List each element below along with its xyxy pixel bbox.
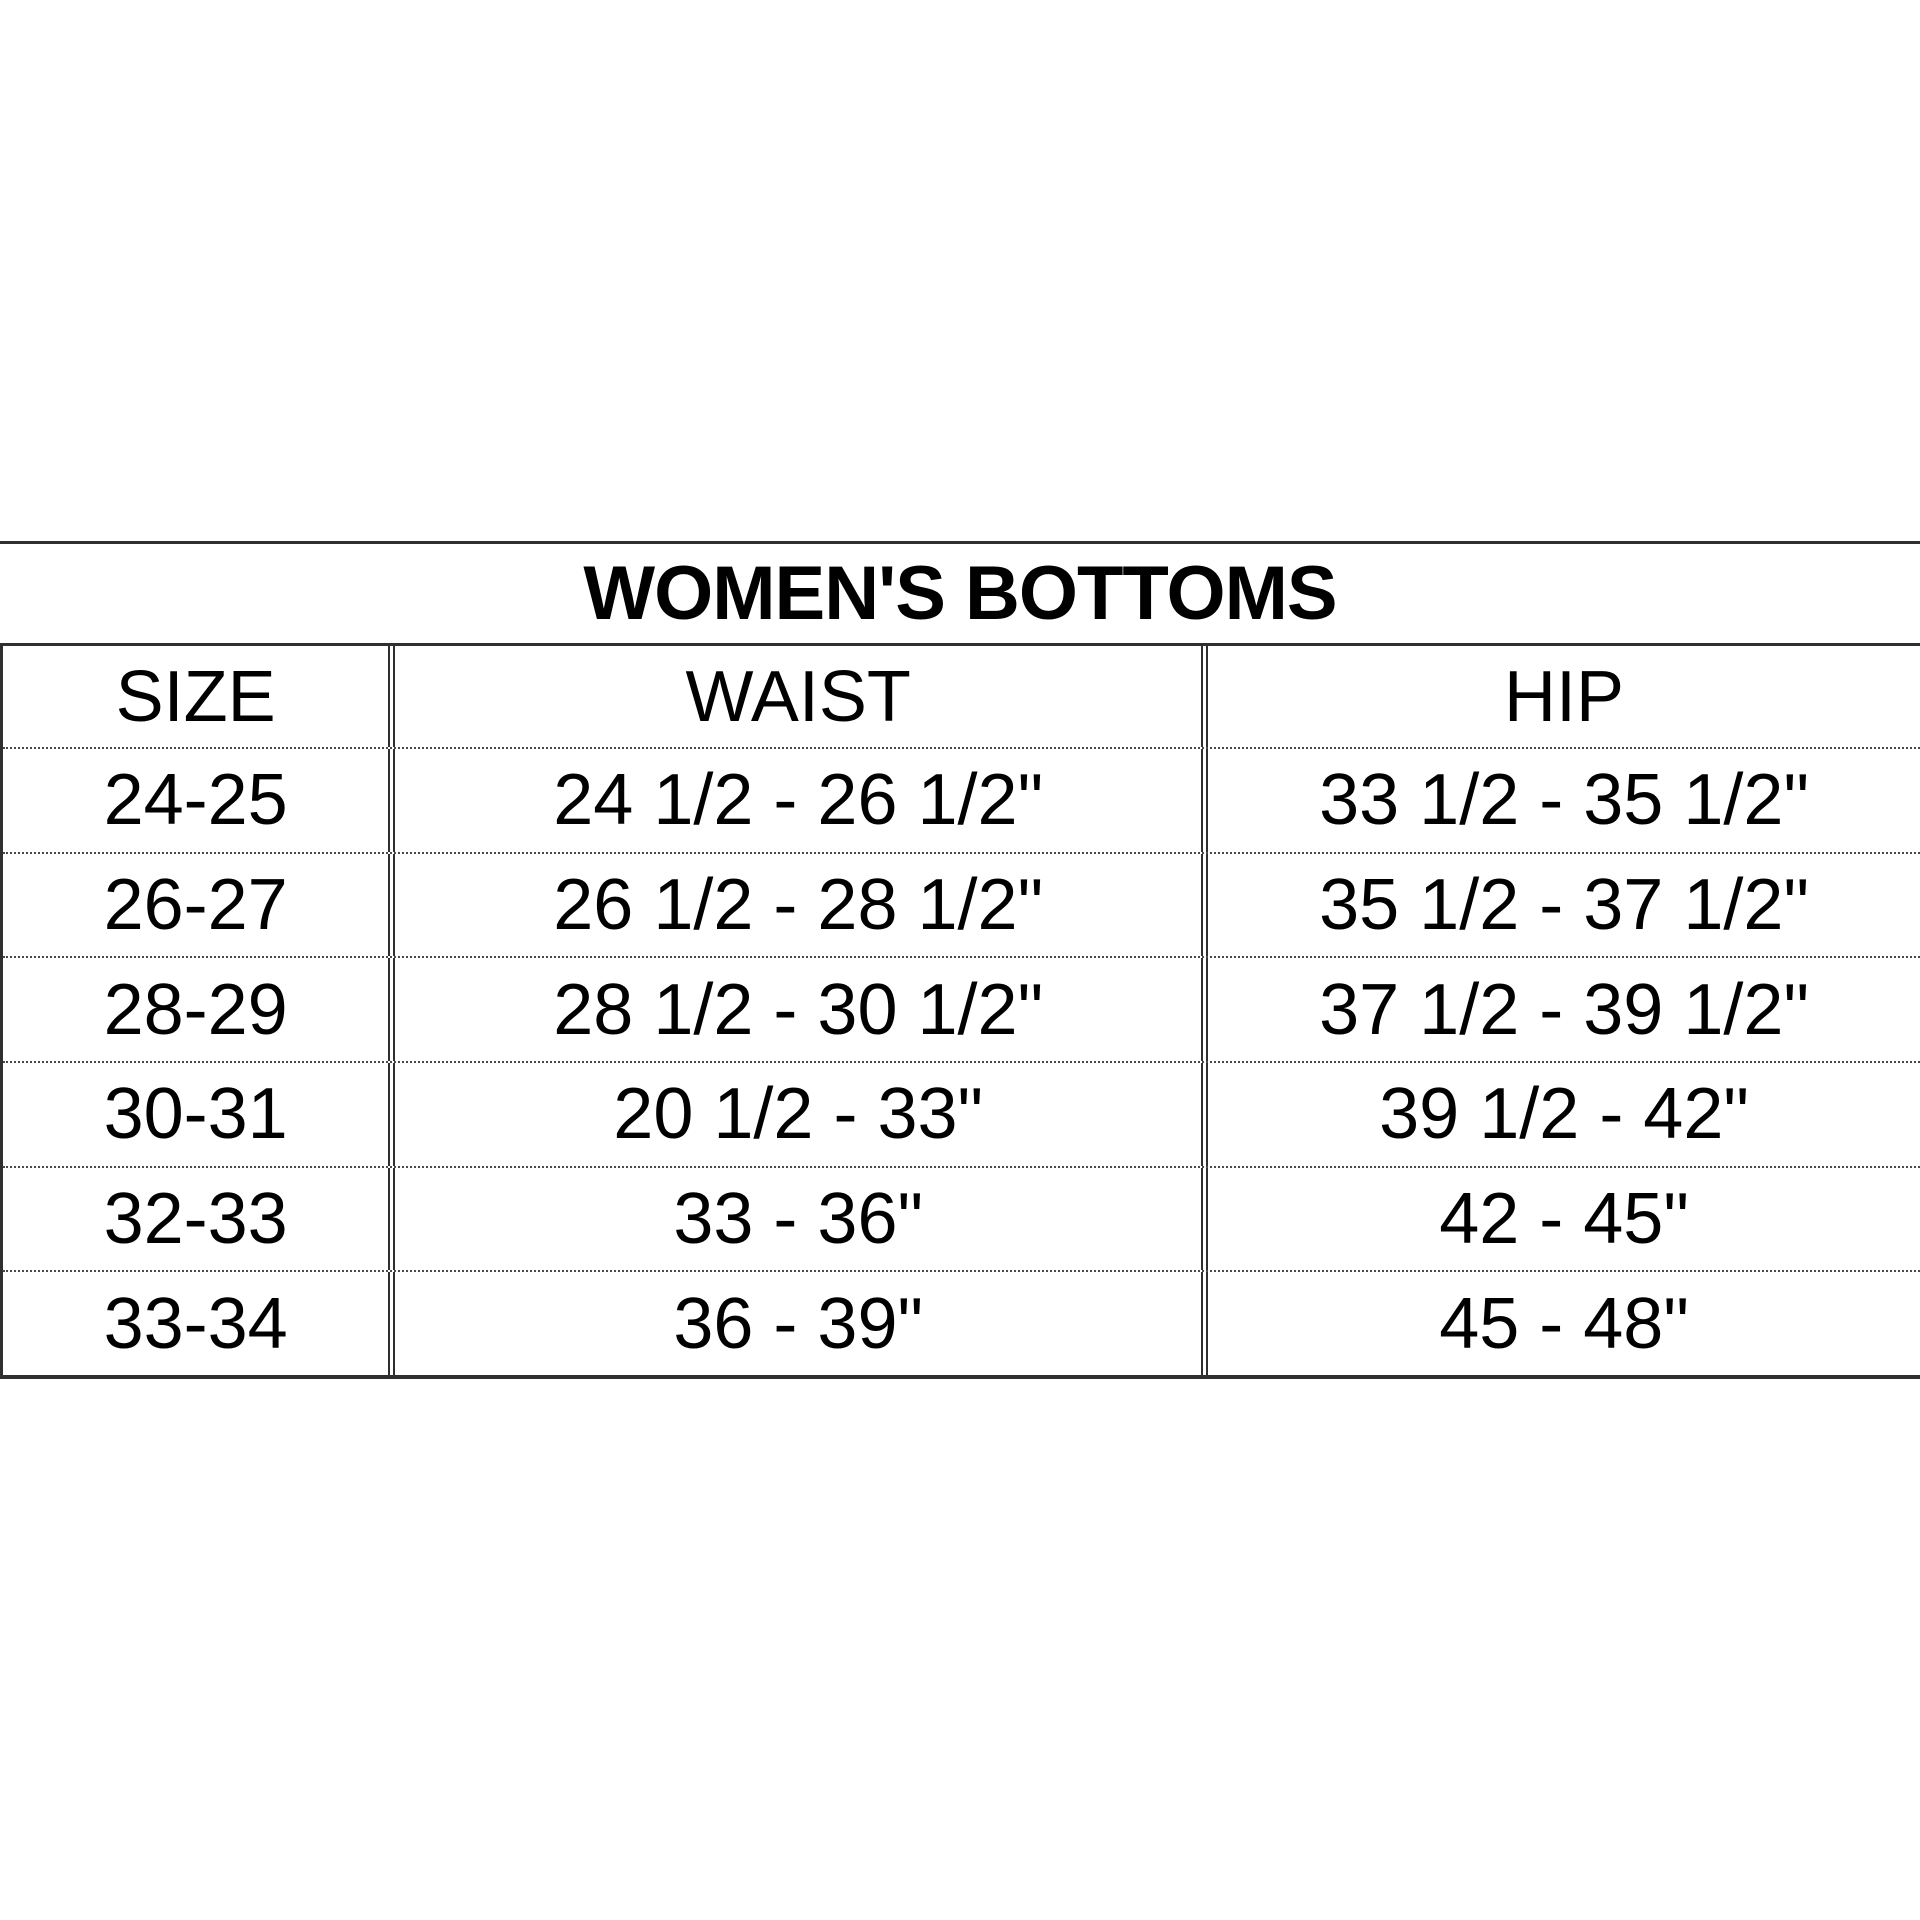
size-cell: 26-27: [103, 865, 288, 945]
column-header-hip: HIP: [1201, 646, 1920, 747]
size-cell: 24-25: [103, 760, 288, 841]
size-cell: 33-34: [103, 1283, 288, 1364]
table-row: 33-34 36 - 39" 45 - 48": [3, 1270, 1920, 1376]
table-header-row: SIZE WAIST HIP: [3, 646, 1920, 747]
size-cell: 32-33: [103, 1179, 288, 1260]
womens-bottoms-size-chart: WOMEN'S BOTTOMS SIZE WAIST HIP 24-25 24 …: [0, 541, 1920, 1379]
size-cell: 28-29: [103, 969, 288, 1050]
size-table: SIZE WAIST HIP 24-25 24 1/2 - 26 1/2" 33…: [0, 646, 1920, 1379]
waist-cell: 20 1/2 - 33": [388, 1063, 1201, 1166]
column-header-waist: WAIST: [388, 646, 1201, 747]
hip-cell: 33 1/2 - 35 1/2": [1201, 749, 1920, 852]
waist-cell: 28 1/2 - 30 1/2": [388, 958, 1201, 1062]
hip-cell: 39 1/2 - 42": [1201, 1063, 1920, 1166]
table-row: 30-31 20 1/2 - 33" 39 1/2 - 42": [3, 1061, 1920, 1166]
hip-cell: 35 1/2 - 37 1/2": [1201, 853, 1920, 957]
table-row: 32-33 33 - 36" 42 - 45": [3, 1165, 1920, 1271]
waist-cell: 36 - 39": [388, 1272, 1201, 1376]
table-row: 24-25 24 1/2 - 26 1/2" 33 1/2 - 35 1/2": [3, 747, 1920, 852]
chart-title: WOMEN'S BOTTOMS: [583, 551, 1337, 636]
table-row: 26-27 26 1/2 - 28 1/2" 35 1/2 - 37 1/2": [3, 851, 1920, 957]
hip-cell: 37 1/2 - 39 1/2": [1201, 958, 1920, 1062]
waist-cell: 33 - 36": [388, 1167, 1201, 1271]
chart-title-row: WOMEN'S BOTTOMS: [0, 541, 1920, 646]
hip-cell: 45 - 48": [1201, 1272, 1920, 1376]
column-header-size: SIZE: [115, 656, 276, 737]
size-cell: 30-31: [103, 1074, 288, 1155]
waist-cell: 24 1/2 - 26 1/2": [388, 749, 1201, 852]
table-row: 28-29 28 1/2 - 30 1/2" 37 1/2 - 39 1/2": [3, 956, 1920, 1062]
waist-cell: 26 1/2 - 28 1/2": [388, 853, 1201, 957]
hip-cell: 42 - 45": [1201, 1167, 1920, 1271]
